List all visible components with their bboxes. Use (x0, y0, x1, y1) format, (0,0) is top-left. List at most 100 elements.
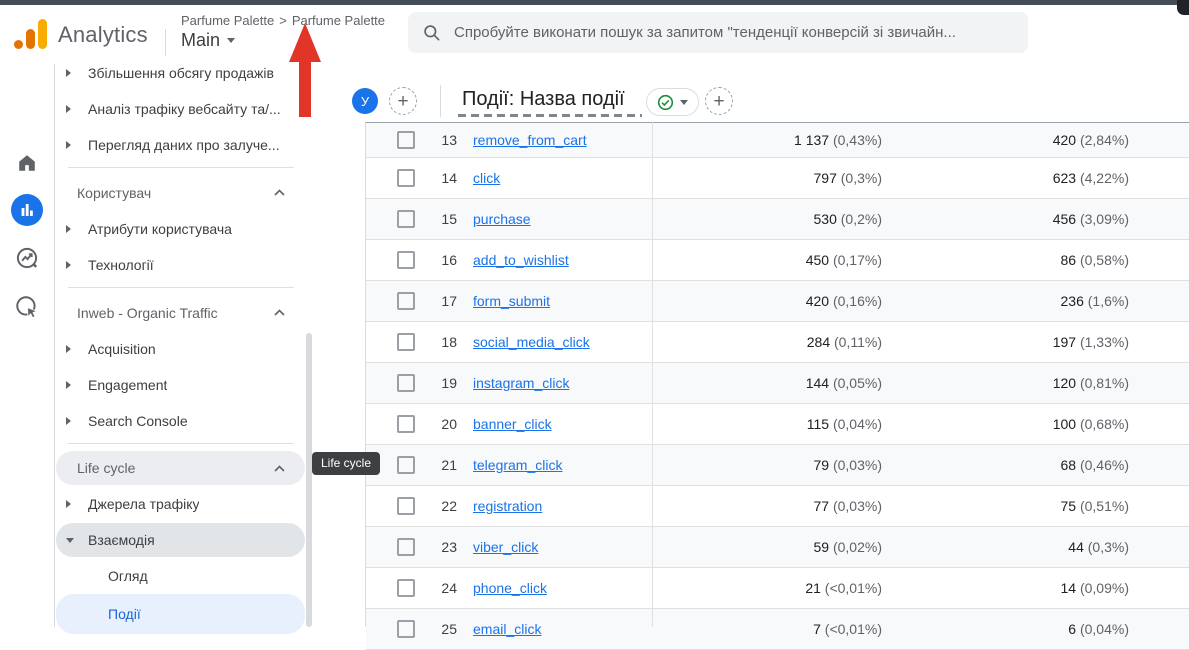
sidebar-item-label: Збільшення обсягу продажів (88, 65, 274, 81)
chevron-up-icon (274, 465, 285, 472)
event-name-link[interactable]: viber_click (473, 539, 539, 555)
sidebar-section-label: Користувач (77, 185, 152, 201)
row-number: 20 (441, 416, 457, 432)
sidebar-section-label: Inweb - Organic Traffic (77, 305, 218, 321)
event-name-link[interactable]: remove_from_cart (473, 132, 587, 148)
event-name-link[interactable]: email_click (473, 621, 542, 637)
events-table: 13 remove_from_cart 1 137 (0,43%) 420 (2… (365, 122, 1189, 650)
row-checkbox[interactable] (397, 497, 415, 515)
sidebar-header-inweb-organic[interactable]: Inweb - Organic Traffic (56, 295, 305, 331)
event-name-link[interactable]: phone_click (473, 580, 547, 596)
row-number: 14 (441, 170, 457, 186)
search-input[interactable] (454, 24, 1014, 41)
row-checkbox[interactable] (397, 620, 415, 638)
row-number: 15 (441, 211, 457, 227)
sidebar-item-sales-growth[interactable]: Збільшення обсягу продажів (56, 55, 305, 91)
caret-icon (66, 261, 71, 269)
event-count-cell: 144 (0,05%) (805, 375, 882, 391)
dimension-filter-pill[interactable] (646, 88, 699, 116)
sidebar-item-search-console[interactable]: Search Console (56, 403, 305, 439)
sidebar-item-interaction[interactable]: Взаємодія (56, 523, 305, 557)
event-name-link[interactable]: banner_click (473, 416, 552, 432)
event-name-link[interactable]: purchase (473, 211, 531, 227)
row-number: 22 (441, 498, 457, 514)
event-count-cell: 79 (0,03%) (813, 457, 883, 473)
sidebar-item-label: Аналіз трафіку вебсайту та/... (88, 101, 281, 117)
report-title[interactable]: Події: Назва події (462, 88, 625, 110)
add-dimension-button[interactable]: + (705, 87, 733, 115)
row-number: 13 (441, 132, 457, 148)
event-name-link[interactable]: social_media_click (473, 334, 590, 350)
breadcrumb-property[interactable]: Parfume Palette (291, 13, 386, 28)
row-number: 19 (441, 375, 457, 391)
table-row-add_to_wishlist: 16 add_to_wishlist 450 (0,17%) 86 (0,58%… (366, 240, 1189, 281)
sidebar-item-traffic-analysis[interactable]: Аналіз трафіку вебсайту та/... (56, 91, 305, 127)
event-count-cell: 420 (0,16%) (805, 293, 882, 309)
row-checkbox[interactable] (397, 210, 415, 228)
event-count-cell: 1 137 (0,43%) (794, 132, 882, 148)
row-checkbox[interactable] (397, 292, 415, 310)
sidebar-scrollbar[interactable] (306, 333, 312, 627)
breadcrumb-account[interactable]: Parfume Palette (181, 13, 275, 28)
caret-icon (66, 417, 71, 425)
row-checkbox[interactable] (397, 333, 415, 351)
caret-icon (66, 141, 71, 149)
add-comparison-button[interactable]: + (389, 87, 417, 115)
sidebar-item-engagement[interactable]: Engagement (56, 367, 305, 403)
caret-icon (66, 105, 71, 113)
event-name-link[interactable]: click (473, 170, 501, 186)
chevron-up-icon (274, 309, 285, 316)
sidebar-item-acquisition[interactable]: Acquisition (56, 331, 305, 367)
header-divider (165, 29, 166, 56)
row-checkbox[interactable] (397, 415, 415, 433)
row-checkbox[interactable] (397, 169, 415, 187)
user-count-cell: 623 (4,22%) (1052, 170, 1129, 186)
workspace-selector[interactable]: Main (181, 30, 236, 51)
reports-nav-button[interactable] (11, 194, 43, 226)
event-name-link[interactable]: instagram_click (473, 375, 570, 391)
table-row-instagram_click: 19 instagram_click 144 (0,05%) 120 (0,81… (366, 363, 1189, 404)
scrollbar-corner (1177, 0, 1189, 15)
user-count-cell: 120 (0,81%) (1052, 375, 1129, 391)
breadcrumb[interactable]: Parfume Palette > Parfume Palette (181, 13, 385, 28)
logo-dot (14, 40, 23, 49)
sidebar-item-label: Перегляд даних про залуче... (88, 137, 280, 153)
sidebar-subitem-label: Події (108, 606, 141, 622)
advertising-nav-button[interactable] (14, 294, 40, 320)
event-name-link[interactable]: registration (473, 498, 543, 514)
event-name-link[interactable]: form_submit (473, 293, 551, 309)
row-checkbox[interactable] (397, 251, 415, 269)
sidebar-item-technologies[interactable]: Технології (56, 247, 305, 283)
breadcrumb-separator: > (279, 13, 287, 28)
home-nav-button[interactable] (15, 151, 39, 175)
sidebar-header-life-cycle[interactable]: Life cycle (56, 451, 305, 485)
row-number: 16 (441, 252, 457, 268)
table-row-social_media_click: 18 social_media_click 284 (0,11%) 197 (1… (366, 322, 1189, 363)
row-checkbox[interactable] (397, 456, 415, 474)
users-scope-chip[interactable]: У (352, 88, 378, 114)
row-checkbox[interactable] (397, 374, 415, 392)
explore-nav-button[interactable] (14, 245, 40, 271)
browser-top-strip (0, 0, 1189, 5)
table-row-click: 14 click 797 (0,3%) 623 (4,22%) (366, 158, 1189, 199)
row-checkbox[interactable] (397, 131, 415, 149)
row-checkbox[interactable] (397, 538, 415, 556)
sidebar-subitem-overview[interactable]: Огляд (56, 558, 305, 594)
search-bar[interactable] (408, 12, 1028, 53)
user-count-cell: 6 (0,04%) (1068, 621, 1129, 637)
sidebar-item-user-attributes[interactable]: Атрибути користувача (56, 211, 305, 247)
plus-icon: + (713, 90, 725, 112)
analytics-logo[interactable]: Analytics (14, 18, 164, 54)
event-name-link[interactable]: add_to_wishlist (473, 252, 569, 268)
sidebar-subitem-events[interactable]: Події (56, 594, 305, 634)
sidebar-nav: Збільшення обсягу продажів Аналіз трафік… (56, 55, 306, 634)
event-count-cell: 59 (0,02%) (813, 539, 883, 555)
row-checkbox[interactable] (397, 579, 415, 597)
sidebar-item-traffic-sources[interactable]: Джерела трафіку (56, 486, 305, 522)
sidebar-header-user-section[interactable]: Користувач (56, 175, 305, 211)
sidebar-item-label: Атрибути користувача (88, 221, 232, 237)
bar-chart-icon (21, 204, 33, 216)
sidebar-item-engagement-data[interactable]: Перегляд даних про залуче... (56, 127, 305, 163)
event-name-link[interactable]: telegram_click (473, 457, 563, 473)
sidebar-item-label: Джерела трафіку (88, 496, 200, 512)
